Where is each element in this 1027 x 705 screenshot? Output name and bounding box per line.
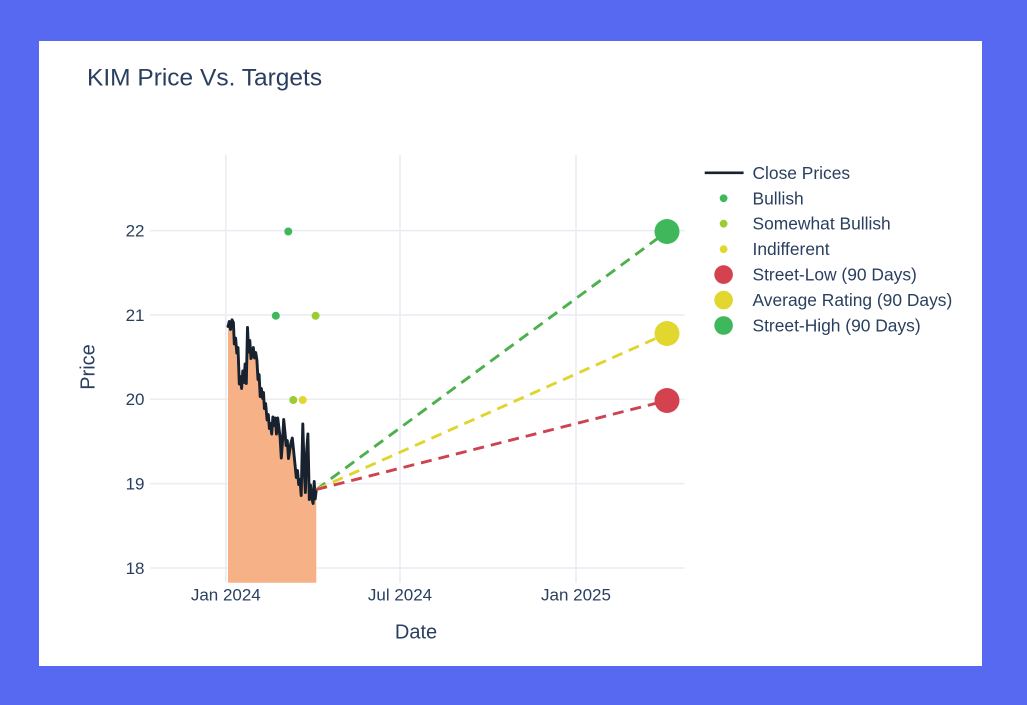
svg-text:22: 22 — [126, 222, 145, 241]
svg-text:Jan 2025: Jan 2025 — [541, 586, 611, 605]
svg-text:Jan 2024: Jan 2024 — [191, 586, 261, 605]
svg-text:Date: Date — [395, 622, 437, 644]
svg-text:Indifferent: Indifferent — [753, 239, 830, 259]
svg-text:19: 19 — [126, 475, 145, 494]
svg-text:Price: Price — [78, 344, 100, 390]
svg-text:Close Prices: Close Prices — [753, 163, 851, 183]
svg-text:21: 21 — [126, 306, 145, 325]
svg-text:Jul 2024: Jul 2024 — [368, 586, 432, 605]
svg-text:18: 18 — [126, 559, 145, 578]
svg-text:Somewhat Bullish: Somewhat Bullish — [753, 214, 891, 234]
svg-text:Average Rating (90 Days): Average Rating (90 Days) — [753, 290, 953, 310]
svg-text:Bullish: Bullish — [753, 188, 804, 208]
svg-text:Street-Low (90 Days): Street-Low (90 Days) — [753, 265, 917, 285]
svg-text:20: 20 — [126, 390, 145, 409]
svg-text:Street-High (90 Days): Street-High (90 Days) — [753, 316, 921, 336]
svg-text:KIM Price Vs. Targets: KIM Price Vs. Targets — [87, 65, 322, 92]
